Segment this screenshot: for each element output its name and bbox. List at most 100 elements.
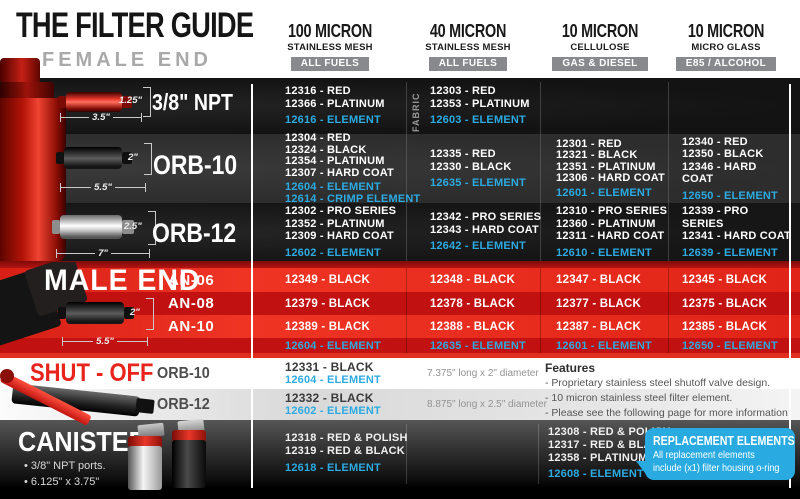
an10-label: AN-10 xyxy=(168,318,215,335)
row-label-orb10: ORB-10 xyxy=(153,150,238,180)
table-left-border xyxy=(251,84,253,488)
orb12-filter-fitting xyxy=(122,220,134,234)
male-band-an06 xyxy=(0,268,800,292)
part-numbers: 12316 - RED 12366 - PLATINUM xyxy=(285,85,385,110)
micron-label: 100 MICRON xyxy=(287,21,373,41)
element-numbers: 12604 - ELEMENT 12614 - CRIMP ELEMENT xyxy=(285,181,421,205)
male-filter-fitting xyxy=(124,307,134,319)
orb12-height-label: 2.5" xyxy=(124,221,142,232)
npt-cell-40micron: 12303 - RED 12353 - PLATINUM 12603 - ELE… xyxy=(430,80,540,132)
element-numbers: 12642 - ELEMENT xyxy=(430,240,526,253)
fuel-badge: ALL FUELS xyxy=(290,57,370,71)
an06-part: 12348 - BLACK xyxy=(430,274,516,286)
an08-part: 12379 - BLACK xyxy=(285,297,371,310)
features-list: - Proprietary stainless steel shutoff va… xyxy=(545,377,788,419)
orb12-height-bracket xyxy=(148,211,156,245)
column-header-10-micron-cellulose: 10 MICRON CELLULOSE GAS & DIESEL xyxy=(540,22,660,71)
element-number: 12602 - ELEMENT xyxy=(285,405,381,417)
npt-height-label: 1.25" xyxy=(119,95,142,106)
row-label-orb12: ORB-12 xyxy=(152,218,237,248)
male-band-an08 xyxy=(0,292,800,315)
npt-filter-fitting xyxy=(122,96,132,108)
element-numbers: 12635 - ELEMENT xyxy=(430,177,526,190)
column-divider xyxy=(406,268,407,353)
an10-part: 12387 - BLACK xyxy=(556,320,642,333)
shutoff-orb12-size: 8.875" long x 2.5" diameter xyxy=(427,399,547,410)
element-numbers: 12602 - ELEMENT xyxy=(285,246,381,259)
column-divider xyxy=(668,268,669,353)
an10-part: 12385 - BLACK xyxy=(682,320,768,333)
column-header-100-micron: 100 MICRON STAINLESS MESH ALL FUELS xyxy=(270,22,390,71)
male-height-bracket xyxy=(146,298,154,330)
female-row-orb10-bg xyxy=(0,134,800,203)
row-label-npt: 3/8" NPT xyxy=(152,89,233,115)
male-length-label: 5.5" xyxy=(96,335,114,347)
orb10-length-bracket: 5.5" xyxy=(60,183,146,192)
an08-part: 12377 - BLACK xyxy=(556,297,642,310)
npt-height-bracket xyxy=(143,87,151,117)
fuel-badge: ALL FUELS xyxy=(428,57,508,71)
orb12-cell-microglass: 12339 - PRO SERIES 12341 - HARD COAT 126… xyxy=(682,204,792,260)
npt-length-bracket: 3.5" xyxy=(60,113,142,122)
orb10-cell-cellulose: 12301 - RED 12321 - BLACK 12351 - PLATIN… xyxy=(556,135,671,203)
micron-label: 10 MICRON xyxy=(561,21,639,41)
part-numbers: 12340 - RED 12350 - BLACK 12346 - HARD C… xyxy=(682,135,764,186)
part-numbers: 12302 - PRO SERIES 12352 - PLATINUM 1230… xyxy=(285,205,397,242)
an08-part: 12378 - BLACK xyxy=(430,297,516,310)
male-filter-fitting xyxy=(58,307,66,319)
fabric-note: FABRIC xyxy=(411,92,421,133)
part-numbers: 12303 - RED 12353 - PLATINUM xyxy=(430,85,530,110)
part-numbers: 12310 - PRO SERIES 12360 - PLATINUM 1231… xyxy=(556,205,668,242)
female-row-npt-bg xyxy=(0,78,800,134)
column-header-10-micron-microglass: 10 MICRON MICRO GLASS E85 / ALCOHOL xyxy=(666,22,786,71)
orb10-cell-100micron: 12304 - RED 12324 - BLACK 12354 - PLATIN… xyxy=(285,132,425,205)
canister-body-black xyxy=(172,440,206,488)
male-band-an10 xyxy=(0,315,800,338)
orb12-filter-thumb xyxy=(60,215,122,239)
valve-lever-pivot xyxy=(0,369,14,383)
shutoff-orb10-size: 7.375" long x 2" diameter xyxy=(427,368,539,379)
part-numbers: 12335 - RED 12330 - BLACK xyxy=(430,148,512,173)
orb12-cell-cellulose: 12310 - PRO SERIES 12360 - PLATINUM 1231… xyxy=(556,204,671,260)
an10-part: 12388 - BLACK xyxy=(430,320,516,333)
orb10-filter-fitting xyxy=(122,152,132,164)
fuel-badge: GAS & DIESEL xyxy=(552,57,648,71)
micron-label: 40 MICRON xyxy=(429,21,507,41)
column-divider xyxy=(406,424,407,484)
features-block: Features - Proprietary stainless steel s… xyxy=(545,361,795,420)
canister-cap-red xyxy=(172,430,206,442)
canister-title: CANISTER xyxy=(18,426,147,457)
npt-length-label: 3.5" xyxy=(92,111,110,123)
canister-cap-red xyxy=(128,436,162,448)
replacement-elements-callout: REPLACEMENT ELEMENTS All replacement ele… xyxy=(636,428,795,480)
an06-part: 12349 - BLACK xyxy=(285,274,371,286)
column-divider xyxy=(540,82,541,261)
male-element: 12650 - ELEMENT xyxy=(682,339,778,352)
orb12-cell-40micron: 12342 - PRO SERIES 12343 - HARD COAT 126… xyxy=(430,204,550,260)
shutoff-row-orb10-bg xyxy=(0,358,800,389)
orb12-cell-100micron: 12302 - PRO SERIES 12352 - PLATINUM 1230… xyxy=(285,204,425,260)
shutoff-title: SHUT - OFF xyxy=(30,359,154,387)
male-length-bracket: 5.5" xyxy=(62,337,148,346)
an08-label: AN-08 xyxy=(168,295,215,312)
npt-filter-fitting xyxy=(58,96,66,108)
column-divider xyxy=(540,268,541,353)
male-element: 12601 - ELEMENT xyxy=(556,339,652,352)
orb12-filter-fitting xyxy=(52,220,60,234)
male-element: 12604 - ELEMENT xyxy=(285,339,381,352)
shutoff-orb12-cell: 12332 - BLACK 12602 - ELEMENT xyxy=(285,389,435,420)
canister-body-polish xyxy=(128,446,162,490)
features-title: Features xyxy=(545,361,596,375)
npt-cell-100micron: 12316 - RED 12366 - PLATINUM 12616 - ELE… xyxy=(285,80,405,132)
element-numbers: 12601 - ELEMENT xyxy=(556,186,652,199)
female-end-heading: FEMALE END xyxy=(42,49,212,71)
red-filter-collar xyxy=(0,82,54,100)
male-end-title: MALE END xyxy=(44,264,201,297)
an06-part: 12347 - BLACK xyxy=(556,274,642,286)
red-filter-neck xyxy=(0,58,40,84)
orb10-height-bracket xyxy=(144,143,152,175)
part-numbers: 12301 - RED 12321 - BLACK 12351 - PLATIN… xyxy=(556,137,665,185)
media-label: MICRO GLASS xyxy=(691,42,761,53)
part-numbers: 12339 - PRO SERIES 12341 - HARD COAT xyxy=(682,205,791,242)
